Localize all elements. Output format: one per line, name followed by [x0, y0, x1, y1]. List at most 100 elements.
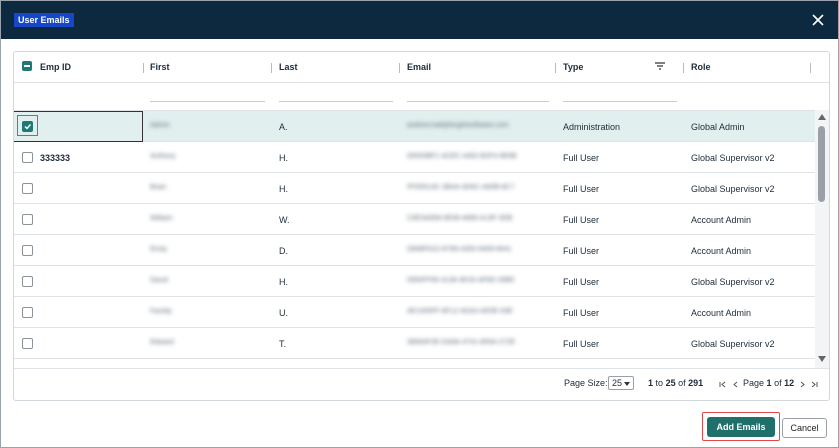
- focus-cell: [14, 111, 143, 142]
- table-row[interactable]: Brian H. FF00514C-3B4A-4D6C-A60B-8C7 Full U…: [14, 173, 815, 204]
- row-checkbox[interactable]: [22, 338, 33, 349]
- divider: [14, 265, 815, 266]
- cell-last: H.: [279, 184, 288, 194]
- column-separator: [271, 63, 272, 73]
- close-button[interactable]: [812, 14, 824, 26]
- divider: [14, 234, 815, 235]
- table-row[interactable]: William W. C9E3A858-0E08-4666-A13F-3DB Full…: [14, 204, 815, 235]
- cell-first: Emily: [150, 246, 168, 253]
- filter-input[interactable]: [150, 101, 265, 102]
- cell-last: A.: [279, 122, 288, 132]
- row-checkbox[interactable]: [22, 121, 33, 132]
- last-page[interactable]: [811, 380, 818, 390]
- table-row[interactable]: Edward T. 38994F2E-DA9A-4741-855A-272E Full…: [14, 328, 815, 359]
- column-separator: [810, 63, 811, 73]
- cell-type: Full User: [563, 308, 600, 318]
- column-header[interactable]: Email: [407, 62, 432, 72]
- title-bar: User Emails: [1, 1, 838, 39]
- column-header[interactable]: Emp ID: [40, 62, 72, 72]
- column-separator: [555, 63, 556, 73]
- row-checkbox[interactable]: [22, 245, 33, 256]
- cell-email: 00000BF1-4CEC-4462-B2F4-9E6B: [407, 153, 517, 160]
- cell-type: Full User: [563, 184, 600, 194]
- add-emails-button[interactable]: Add Emails: [707, 417, 775, 437]
- divider: [14, 358, 815, 359]
- scrollbar[interactable]: [815, 110, 829, 368]
- row-checkbox[interactable]: [22, 307, 33, 318]
- table-row[interactable]: 333333 Anthony H. 00000BF1-4CEC-4462-B2F4-9…: [14, 142, 815, 173]
- cell-role: Global Supervisor v2: [691, 339, 775, 349]
- page-word: of: [774, 378, 782, 388]
- cell-first: Anthony: [150, 153, 176, 160]
- cell-first: Brian: [150, 184, 167, 191]
- table-row[interactable]: Facility U. 4E1000FF-8F12-4DA3-AE5E-63E Ful…: [14, 297, 815, 328]
- column-header[interactable]: Type: [563, 62, 584, 72]
- range-to: 25: [665, 378, 676, 388]
- page-size-select[interactable]: 25: [608, 376, 635, 390]
- highlight: [17, 115, 38, 136]
- divider: [14, 82, 829, 83]
- cell-type: Full User: [563, 339, 600, 349]
- row-checkbox[interactable]: [22, 183, 33, 194]
- table-row[interactable]: David H. 0950FF90-4138-4E43-AF8D-39B5 Full …: [14, 266, 815, 297]
- cell-last: H.: [279, 153, 288, 163]
- divider: [14, 110, 829, 111]
- cell-last: U.: [279, 308, 288, 318]
- cell-role: Global Supervisor v2: [691, 277, 775, 287]
- column-separator: [143, 63, 144, 73]
- row-checkbox[interactable]: [22, 276, 33, 287]
- cell-email: 4E1000FF-8F12-4DA3-AE5E-63E: [407, 308, 513, 315]
- row-checkbox[interactable]: [22, 152, 33, 163]
- row-checkbox[interactable]: [22, 214, 33, 225]
- filter-icon[interactable]: [654, 61, 666, 71]
- cell-first: William: [150, 215, 173, 222]
- cell-type: Administration: [563, 122, 621, 132]
- cell-type: Full User: [563, 246, 600, 256]
- pager-group: Page Size:: [564, 378, 608, 388]
- select-all-checkbox[interactable]: [22, 61, 32, 71]
- previous-page[interactable]: [732, 380, 739, 390]
- column-header[interactable]: Role: [691, 62, 711, 72]
- page-size-label: Page Size:: [564, 378, 608, 388]
- cell-role: Global Admin: [691, 122, 745, 132]
- range-from: 1: [648, 378, 654, 388]
- table-row[interactable]: Emily D. D868FA22-8789-4300-9408-8041 Full …: [14, 235, 815, 266]
- range-word: to: [655, 378, 664, 388]
- divider: [14, 141, 815, 142]
- pager-group: 1 to 25 of 291: [648, 378, 703, 388]
- cancel-button[interactable]: Cancel: [782, 418, 827, 438]
- cell-email: andrew.hall@brightsoftware.com: [407, 122, 509, 129]
- filter-input[interactable]: [407, 101, 549, 102]
- next-page[interactable]: [799, 380, 806, 390]
- pager-group: Page 1 of 12: [743, 378, 794, 388]
- column-separator: [399, 63, 400, 73]
- range-word: of: [678, 378, 686, 388]
- cell-email: C9E3A858-0E08-4666-A13F-3DB: [407, 215, 513, 222]
- divider: [14, 203, 815, 204]
- cell-type: Full User: [563, 277, 600, 287]
- cell-email: FF00514C-3B4A-4D6C-A60B-8C7: [407, 184, 515, 191]
- cell-email: 0950FF90-4138-4E43-AF8D-39B5: [407, 277, 515, 284]
- table-row[interactable]: Admin A. andrew.hall@brightsoftware.com Adm…: [14, 111, 815, 142]
- divider: [14, 327, 815, 328]
- page-size-value: 25: [612, 378, 623, 388]
- cell-type: Full User: [563, 215, 600, 225]
- page-current: 1: [766, 378, 772, 388]
- range-total: 291: [688, 378, 704, 388]
- cell-email: D868FA22-8789-4300-9408-8041: [407, 246, 512, 253]
- column-header[interactable]: Last: [279, 62, 298, 72]
- filter-input[interactable]: [279, 101, 393, 102]
- pagination: Page Size: 25 1 to 25 of 291 Page 1 of 12: [14, 376, 829, 392]
- divider: [14, 296, 815, 297]
- cell-role: Account Admin: [691, 246, 752, 256]
- filter-input[interactable]: [563, 101, 677, 102]
- cell-emp-id: 333333: [40, 153, 71, 163]
- column-header[interactable]: First: [150, 62, 170, 72]
- highlight: [702, 412, 780, 441]
- cell-role: Account Admin: [691, 215, 752, 225]
- dialog-title: User Emails: [14, 13, 74, 27]
- first-page[interactable]: [719, 380, 726, 390]
- cell-last: W.: [279, 215, 290, 225]
- cell-last: D.: [279, 246, 288, 256]
